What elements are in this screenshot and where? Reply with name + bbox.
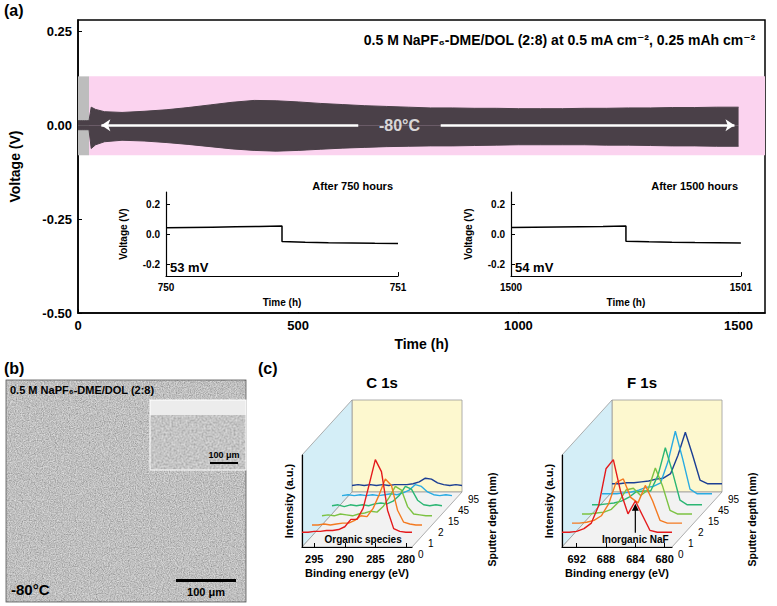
svg-text:0.5 M NaPF₆-DME/DOL (2:8): 0.5 M NaPF₆-DME/DOL (2:8) (10, 384, 154, 396)
svg-text:95: 95 (728, 494, 740, 505)
svg-text:1500: 1500 (500, 282, 523, 293)
svg-text:53 mV: 53 mV (170, 260, 209, 275)
svg-text:1000: 1000 (504, 318, 533, 333)
svg-text:100 μm: 100 μm (208, 450, 239, 460)
svg-text:Inorganic NaF: Inorganic NaF (602, 534, 669, 545)
svg-text:0.0: 0.0 (491, 229, 505, 240)
svg-text:45: 45 (458, 505, 470, 516)
svg-text:1501: 1501 (730, 282, 753, 293)
svg-text:680: 680 (655, 553, 673, 565)
svg-text:After 750 hours: After 750 hours (312, 180, 393, 192)
svg-text:290: 290 (336, 553, 354, 565)
svg-text:-0.2: -0.2 (488, 259, 506, 270)
svg-text:-0.2: -0.2 (143, 259, 161, 270)
svg-text:-80°C: -80°C (379, 117, 421, 134)
svg-text:(b): (b) (4, 360, 24, 377)
html-text:(a): (a) (4, 2, 24, 19)
svg-text:0.5 M NaPF₆-DME/DOL (2:8) at 0: 0.5 M NaPF₆-DME/DOL (2:8) at 0.5 mA cm⁻²… (364, 32, 756, 48)
svg-text:2: 2 (698, 527, 704, 538)
svg-text:Organic species: Organic species (324, 534, 402, 545)
svg-text:-0.50: -0.50 (42, 306, 72, 321)
svg-text:Sputter depth (nm): Sputter depth (nm) (746, 473, 758, 567)
svg-text:692: 692 (567, 553, 585, 565)
svg-text:Voltage (V): Voltage (V) (118, 208, 129, 259)
svg-text:285: 285 (366, 553, 384, 565)
svg-text:500: 500 (287, 318, 309, 333)
svg-text:0.0: 0.0 (146, 229, 160, 240)
svg-text:-80°C: -80°C (11, 581, 50, 598)
svg-text:95: 95 (468, 494, 480, 505)
svg-text:After 1500 hours: After 1500 hours (651, 180, 738, 192)
svg-text:Time (h): Time (h) (263, 297, 302, 308)
svg-text:0.00: 0.00 (47, 118, 72, 133)
svg-text:688: 688 (597, 553, 615, 565)
svg-text:0: 0 (418, 549, 424, 560)
svg-text:Binding energy (eV): Binding energy (eV) (565, 567, 669, 579)
svg-text:0.2: 0.2 (491, 199, 505, 210)
svg-text:1: 1 (688, 538, 694, 549)
svg-text:2: 2 (438, 527, 444, 538)
svg-text:Voltage (V): Voltage (V) (7, 131, 23, 203)
svg-text:0.25: 0.25 (47, 24, 72, 39)
svg-text:Time (h): Time (h) (394, 336, 448, 352)
svg-text:15: 15 (708, 516, 720, 527)
svg-text:Time (h): Time (h) (607, 297, 646, 308)
svg-text:750: 750 (158, 282, 175, 293)
svg-text:0.2: 0.2 (146, 199, 160, 210)
svg-text:1500: 1500 (724, 318, 753, 333)
html-text:(c): (c) (258, 360, 278, 377)
svg-text:15: 15 (448, 516, 460, 527)
svg-text:Voltage (V): Voltage (V) (463, 208, 474, 259)
svg-text:Intensity (a.u.): Intensity (a.u.) (283, 463, 295, 538)
svg-text:100 μm: 100 μm (187, 586, 225, 598)
svg-text:0: 0 (74, 318, 81, 333)
svg-text:0: 0 (678, 549, 684, 560)
svg-text:-0.25: -0.25 (42, 212, 72, 227)
svg-text:280: 280 (397, 553, 415, 565)
svg-text:Sputter depth (nm): Sputter depth (nm) (486, 473, 498, 567)
svg-text:751: 751 (390, 282, 407, 293)
svg-text:F 1s: F 1s (627, 374, 657, 391)
svg-text:1: 1 (428, 538, 434, 549)
svg-text:Intensity (a.u.): Intensity (a.u.) (543, 463, 555, 538)
svg-text:295: 295 (305, 553, 323, 565)
svg-text:684: 684 (626, 553, 645, 565)
svg-text:Binding energy (eV): Binding energy (eV) (305, 567, 409, 579)
svg-text:45: 45 (718, 505, 730, 516)
svg-text:C 1s: C 1s (366, 374, 398, 391)
svg-text:54 mV: 54 mV (515, 260, 554, 275)
